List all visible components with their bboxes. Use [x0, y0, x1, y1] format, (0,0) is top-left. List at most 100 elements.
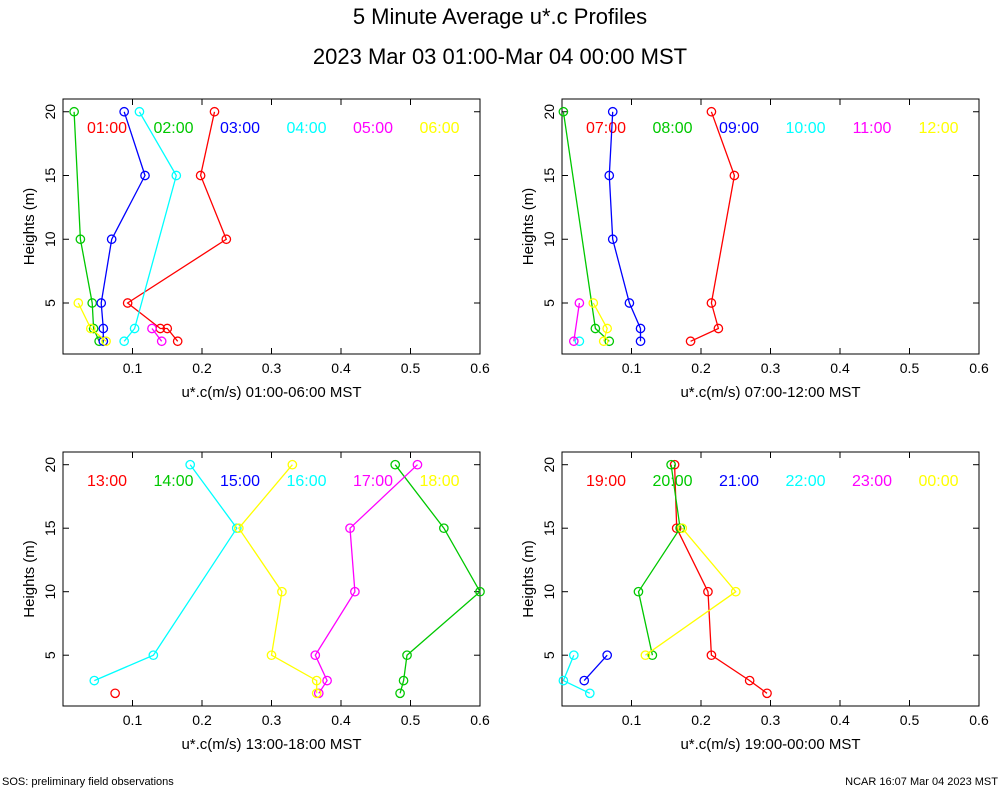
page-subtitle: 2023 Mar 03 01:00-Mar 04 00:00 MST — [312, 44, 688, 69]
data-point — [129, 323, 140, 334]
series-line — [673, 464, 768, 694]
x-tick-label: 0.6 — [470, 712, 490, 728]
data-point — [574, 298, 585, 308]
data-point — [171, 170, 182, 181]
legend-entry: 00:00 — [918, 473, 958, 490]
x-tick-label: 0.4 — [331, 360, 351, 376]
x-tick-label: 0.1 — [622, 712, 642, 728]
data-point — [101, 336, 111, 347]
x-tick-label: 0.4 — [331, 712, 351, 728]
legend-entry: 21:00 — [719, 473, 759, 490]
data-point — [287, 459, 298, 470]
data-point — [706, 650, 717, 661]
data-point — [311, 675, 322, 686]
data-point — [209, 106, 220, 117]
legend-entry: 10:00 — [785, 120, 825, 137]
data-point — [574, 336, 585, 347]
data-point — [635, 323, 646, 334]
y-tick-label: 20 — [541, 104, 557, 120]
footer-right: NCAR 16:07 Mar 04 2023 MST — [845, 776, 998, 788]
y-axis-label: Heights (m) — [21, 188, 38, 266]
plot-frame-2 — [561, 98, 980, 355]
series-line — [592, 302, 608, 342]
data-point — [558, 106, 569, 117]
data-point — [89, 675, 100, 686]
x-tick-label: 0.1 — [622, 360, 642, 376]
legend-entry: 03:00 — [220, 120, 260, 137]
series-line — [126, 111, 228, 342]
x-tick-label: 0.3 — [262, 360, 282, 376]
data-point — [85, 323, 96, 334]
data-point — [604, 170, 615, 181]
series-line — [314, 464, 418, 694]
x-tick-label: 0.3 — [761, 712, 781, 728]
data-point — [607, 234, 618, 245]
legend-entry: 06:00 — [419, 120, 459, 137]
legend-entry: 22:00 — [785, 473, 825, 490]
legend-entry: 04:00 — [286, 120, 326, 137]
series-line — [394, 464, 481, 694]
legend-entry: 14:00 — [153, 473, 193, 490]
legend-entry: 15:00 — [220, 473, 260, 490]
data-point — [185, 459, 196, 470]
y-tick-label: 5 — [541, 651, 557, 659]
data-point — [568, 650, 579, 661]
legend-entry: 13:00 — [87, 473, 127, 490]
series-line — [94, 464, 238, 682]
x-tick-label: 0.2 — [691, 712, 711, 728]
legend-entry: 19:00 — [586, 473, 626, 490]
data-point — [602, 650, 613, 661]
data-point — [762, 688, 772, 699]
data-point — [598, 336, 609, 347]
data-point — [602, 323, 613, 334]
series-line — [608, 111, 642, 342]
data-point — [221, 234, 232, 245]
data-point — [88, 323, 99, 334]
legend-entry: 16:00 — [286, 473, 326, 490]
page-title: 5 Minute Average u*.c Profiles — [352, 4, 648, 29]
series-line — [573, 302, 581, 342]
data-point — [395, 688, 405, 699]
data-point — [350, 586, 360, 597]
data-point — [730, 586, 741, 597]
y-tick-label: 15 — [541, 520, 557, 536]
data-point — [134, 106, 145, 117]
data-point — [110, 688, 120, 699]
y-axis-label: Heights (m) — [520, 188, 537, 266]
data-point — [140, 170, 150, 181]
y-tick-label: 10 — [42, 231, 58, 247]
x-tick-label: 0.6 — [969, 360, 989, 376]
legend-entry: 23:00 — [852, 473, 892, 490]
data-point — [147, 323, 157, 334]
x-axis-label: u*.c(m/s) 01:00-06:00 MST — [181, 384, 361, 401]
data-point — [669, 459, 680, 470]
series-line — [690, 111, 736, 342]
data-point — [172, 336, 183, 347]
y-tick-label: 20 — [42, 457, 58, 473]
y-tick-label: 10 — [541, 584, 557, 600]
y-tick-label: 15 — [42, 168, 58, 184]
x-tick-label: 0.4 — [830, 712, 850, 728]
y-tick-label: 15 — [42, 520, 58, 536]
data-point — [703, 586, 713, 597]
x-tick-label: 0.2 — [192, 712, 212, 728]
data-point — [633, 586, 644, 597]
data-point — [412, 459, 423, 470]
data-point — [666, 459, 676, 470]
data-point — [604, 336, 615, 347]
data-point — [635, 336, 646, 347]
series-line — [77, 302, 107, 342]
x-tick-label: 0.1 — [123, 360, 143, 376]
y-tick-label: 5 — [42, 299, 58, 307]
legend-entry: 20:00 — [652, 473, 692, 490]
legend-entry: 11:00 — [853, 120, 892, 137]
data-point — [195, 170, 206, 181]
data-point — [345, 523, 355, 534]
data-point — [677, 523, 688, 534]
data-point — [706, 106, 717, 117]
legend-entry: 09:00 — [719, 120, 759, 137]
data-point — [106, 234, 117, 245]
legend-entry: 18:00 — [419, 473, 459, 490]
y-tick-label: 20 — [541, 457, 557, 473]
data-point — [744, 675, 755, 686]
